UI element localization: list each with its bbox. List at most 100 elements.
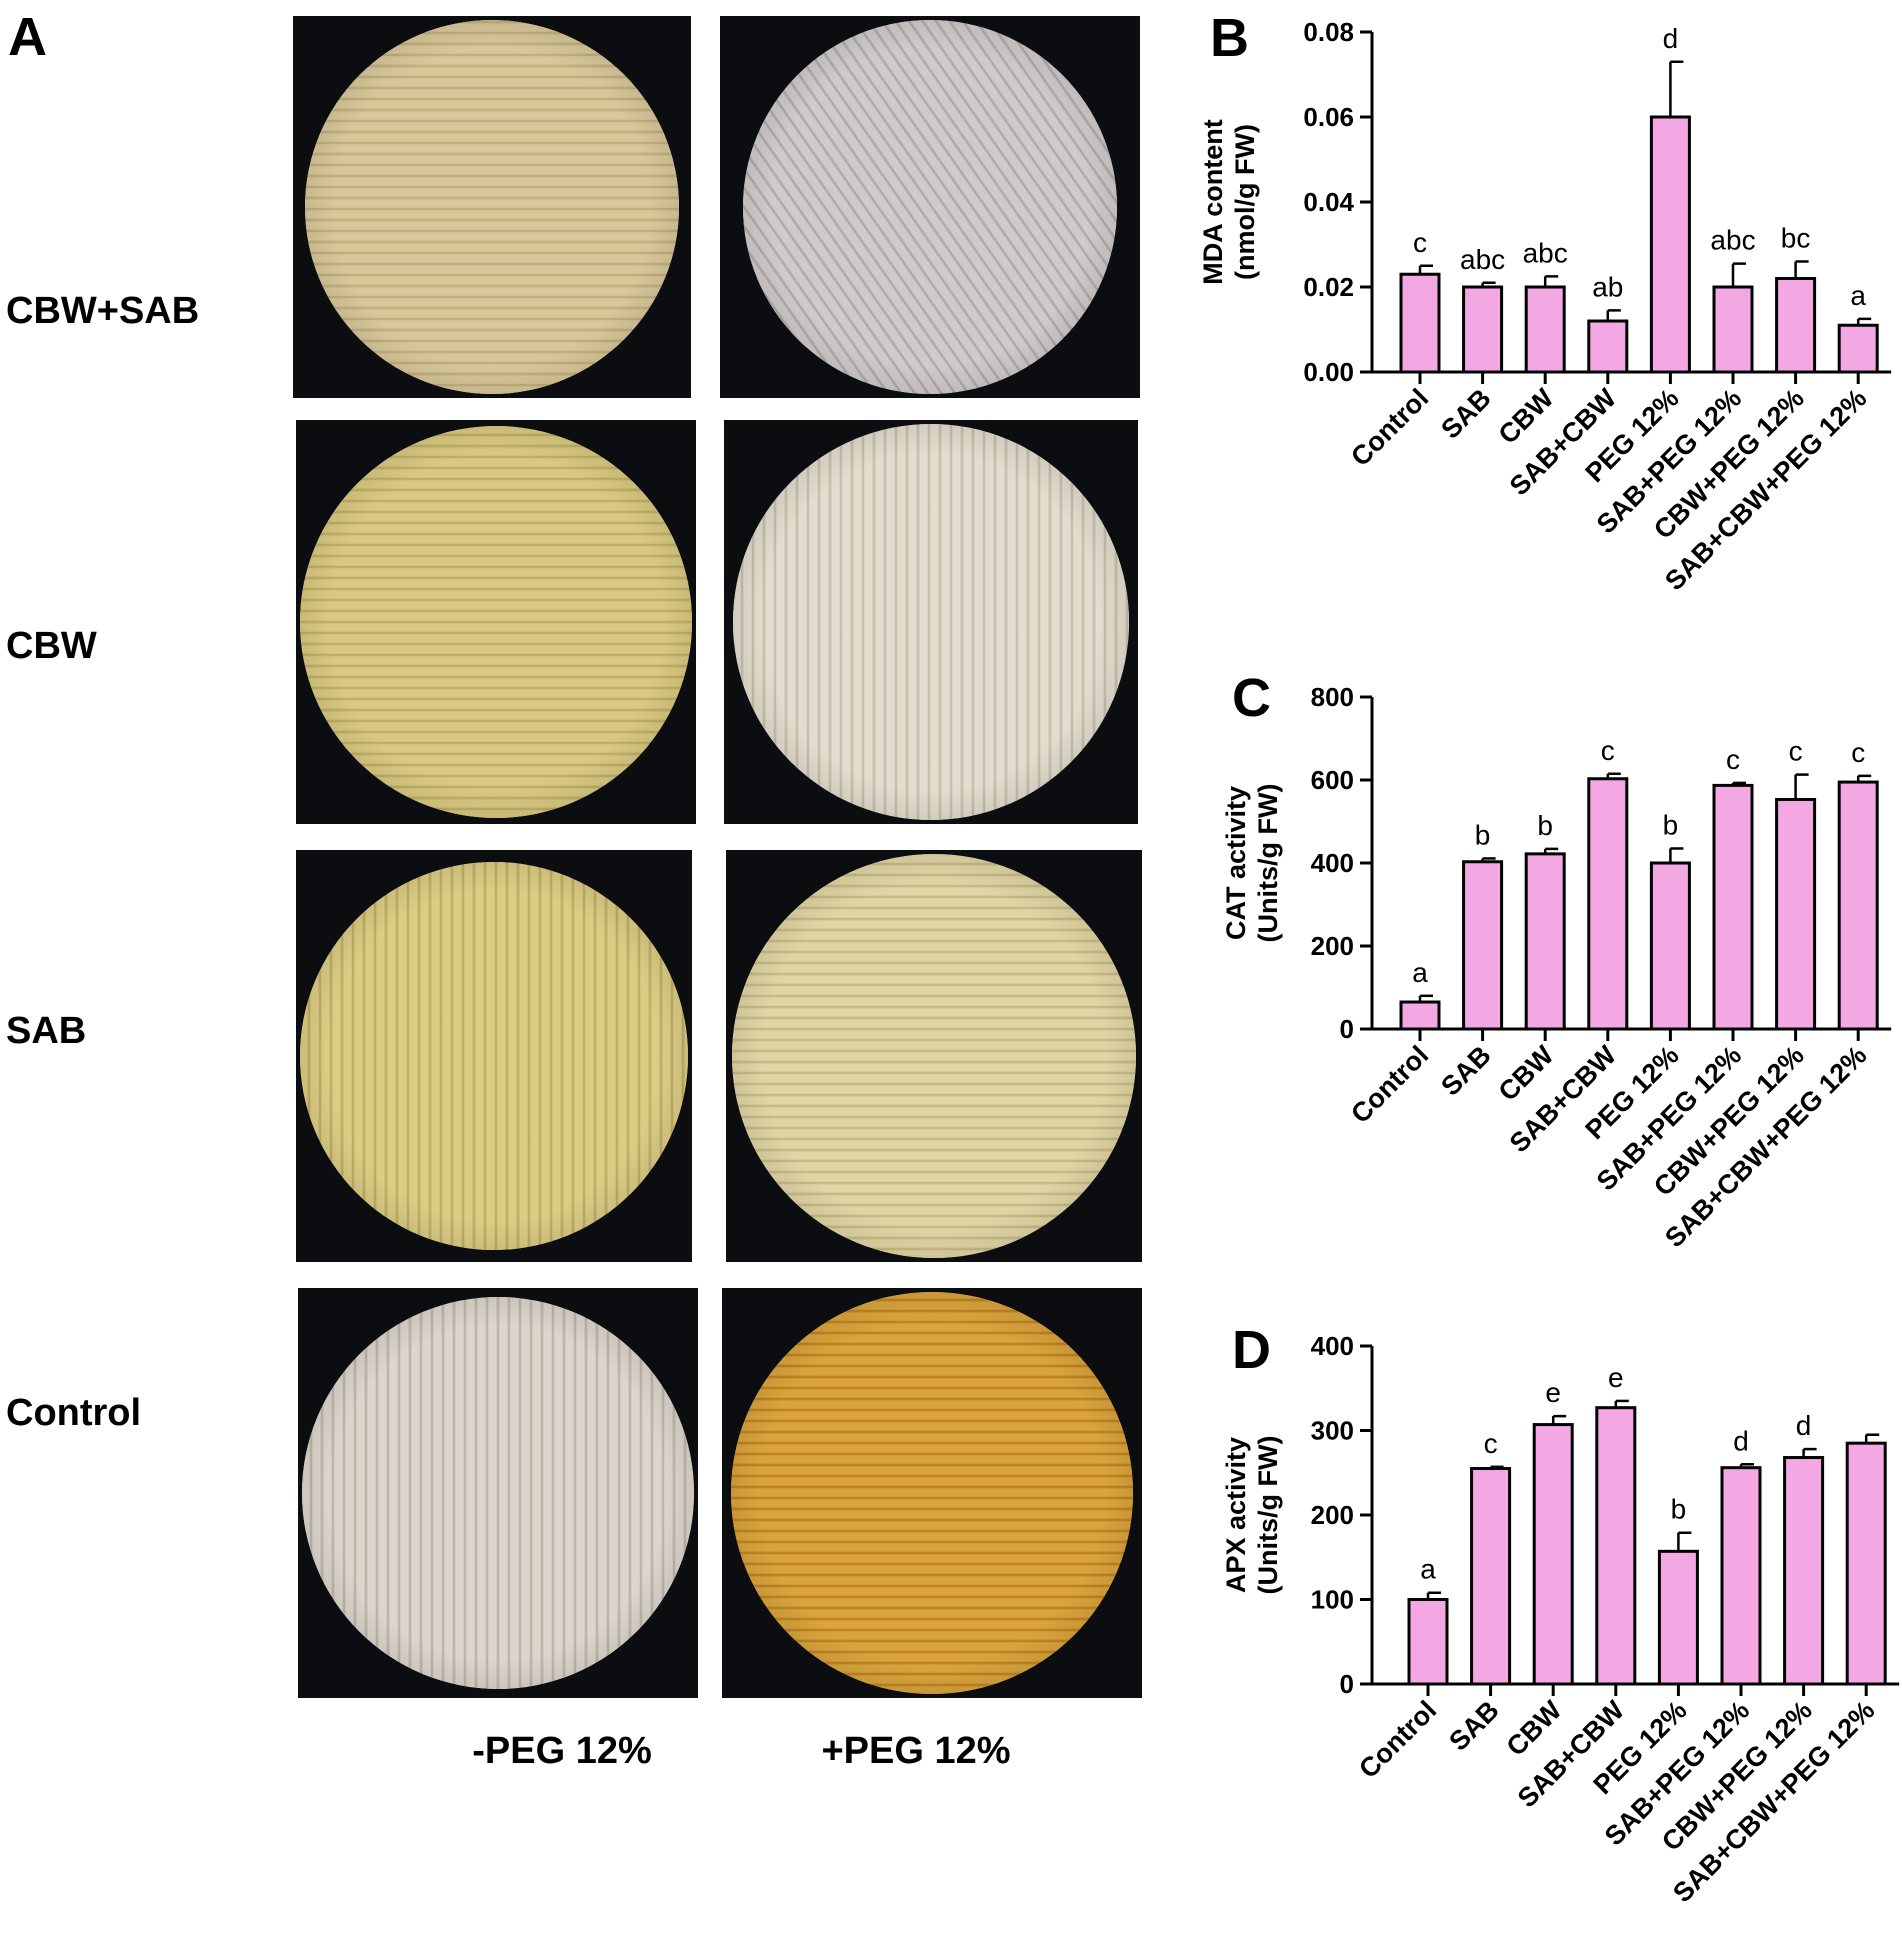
chart-d-significance-letter: b — [1671, 1494, 1687, 1525]
chart-d-bar — [1845, 1441, 1887, 1686]
chart-d-y-tick-label: 0 — [1340, 1669, 1354, 1699]
micrograph-field — [731, 1292, 1133, 1694]
chart-d-significance-letter: a — [1420, 1554, 1436, 1585]
chart-c-category-label: SAB — [1435, 1040, 1497, 1102]
chart-d-bar — [1720, 1466, 1762, 1686]
chart-c-bar — [1775, 798, 1817, 1031]
row-label-cbw-sab: CBW+SAB — [6, 290, 200, 332]
chart-c-significance-letter: b — [1663, 809, 1679, 840]
chart-b-significance-letter: ab — [1592, 271, 1623, 302]
chart-b-bar — [1837, 323, 1879, 374]
row-label-sab: SAB — [6, 1010, 87, 1052]
row-label-cbw: CBW — [6, 625, 97, 667]
micrograph-striations — [733, 424, 1129, 820]
chart-d-bar — [1532, 1423, 1574, 1686]
chart-c-bar — [1587, 777, 1629, 1031]
micrograph-striations — [300, 862, 688, 1250]
chart-c-y-tick-label: 800 — [1311, 682, 1354, 712]
chart-d-significance-letter: e — [1608, 1362, 1624, 1393]
chart-c-bar — [1649, 861, 1691, 1031]
chart-c-y-axis-title: (Units/g FW) — [1253, 784, 1283, 943]
micrograph-sab-plus-peg — [726, 850, 1142, 1262]
micrograph-field — [300, 862, 688, 1250]
chart-c-y-tick-label: 0 — [1340, 1014, 1354, 1044]
chart-d-y-tick-label: 400 — [1311, 1331, 1354, 1361]
micrograph-striations — [305, 20, 679, 394]
chart-c-category-label: Control — [1345, 1040, 1434, 1129]
micrograph-sab-minus-peg — [296, 850, 692, 1262]
chart-c-significance-letter: c — [1789, 736, 1803, 767]
micrograph-striations — [732, 854, 1136, 1258]
chart-c-bar — [1524, 852, 1566, 1031]
micrograph-cbw-sab-plus-peg — [720, 16, 1140, 398]
chart-d-y-tick-label: 200 — [1311, 1500, 1354, 1530]
micrograph-vignette — [733, 424, 1129, 820]
chart-c-significance-letter: c — [1601, 735, 1615, 766]
chart-d-y-axis-title: (Units/g FW) — [1253, 1436, 1283, 1595]
micrograph-field — [305, 20, 679, 394]
column-label-plus-peg: +PEG 12% — [821, 1730, 1011, 1772]
micrograph-cbw-minus-peg — [296, 420, 696, 824]
chart-b-significance-letter: d — [1663, 23, 1679, 54]
chart-b-category-label: Control — [1345, 383, 1434, 472]
row-label-control: Control — [6, 1392, 142, 1434]
panel-b-letter: B — [1210, 8, 1249, 68]
micrograph-striations — [302, 1297, 694, 1689]
chart-d-bar — [1595, 1406, 1637, 1686]
chart-b-significance-letter: abc — [1523, 237, 1568, 268]
micrograph-control-plus-peg — [722, 1288, 1142, 1698]
chart-b-y-tick-label: 0.02 — [1303, 272, 1354, 302]
micrograph-striations — [743, 20, 1117, 394]
chart-c-bar — [1399, 1000, 1441, 1031]
chart-b-significance-letter: bc — [1781, 223, 1811, 254]
micrograph-vignette — [302, 1297, 694, 1689]
chart-b-bar — [1712, 285, 1754, 374]
micrograph-vignette — [300, 862, 688, 1250]
micrograph-vignette — [732, 854, 1136, 1258]
chart-c-significance-letter: b — [1537, 810, 1553, 841]
chart-c-bar — [1712, 783, 1754, 1031]
micrograph-field — [733, 424, 1129, 820]
chart-b-y-axis-title: MDA content — [1198, 119, 1228, 284]
chart-b-y-tick-label: 0.06 — [1303, 102, 1354, 132]
chart-b-significance-letter: c — [1413, 227, 1427, 258]
micrograph-striations — [300, 426, 692, 818]
panel-a-letter: A — [8, 7, 47, 67]
chart-b-significance-letter: abc — [1460, 244, 1505, 275]
chart-d-significance-letter: d — [1733, 1425, 1749, 1456]
chart-c-y-tick-label: 600 — [1311, 765, 1354, 795]
micrograph-striations — [731, 1292, 1133, 1694]
chart-d-y-tick-label: 100 — [1311, 1585, 1354, 1615]
micrograph-vignette — [305, 20, 679, 394]
chart-d-significance-letter: c — [1484, 1428, 1498, 1459]
chart-c-y-axis-title: CAT activity — [1221, 786, 1251, 940]
panel-c-letter: C — [1232, 668, 1271, 728]
chart-d-bar — [1783, 1456, 1825, 1686]
chart-c-significance-letter: c — [1851, 737, 1865, 768]
chart-b-significance-letter: a — [1850, 280, 1866, 311]
chart-c-significance-letter: b — [1475, 819, 1491, 850]
chart-d-bar — [1407, 1598, 1449, 1686]
panel-d-letter: D — [1232, 1320, 1271, 1380]
chart-c-bar — [1837, 780, 1879, 1031]
chart-c-significance-letter: a — [1412, 957, 1428, 988]
chart-c-y-tick-label: 200 — [1311, 931, 1354, 961]
chart-b-bar — [1399, 272, 1441, 374]
chart-d-y-tick-label: 300 — [1311, 1416, 1354, 1446]
chart-b-y-tick-label: 0.00 — [1303, 357, 1354, 387]
chart-d-category-label: Control — [1353, 1695, 1442, 1784]
chart-c-y-tick-label: 400 — [1311, 848, 1354, 878]
micrograph-field — [300, 426, 692, 818]
micrograph-vignette — [300, 426, 692, 818]
micrograph-field — [743, 20, 1117, 394]
chart-d-bar — [1470, 1467, 1512, 1686]
chart-b-y-tick-label: 0.08 — [1303, 17, 1354, 47]
chart-d-y-axis-title: APX activity — [1221, 1437, 1251, 1593]
chart-b-bar — [1524, 285, 1566, 374]
chart-b-y-axis-title: (nmol/g FW) — [1230, 124, 1260, 280]
chart-b-bar — [1462, 285, 1504, 374]
chart-d-significance-letter: d — [1796, 1410, 1812, 1441]
chart-d-significance-letter: e — [1545, 1377, 1561, 1408]
micrograph-field — [302, 1297, 694, 1689]
micrograph-vignette — [731, 1292, 1133, 1694]
